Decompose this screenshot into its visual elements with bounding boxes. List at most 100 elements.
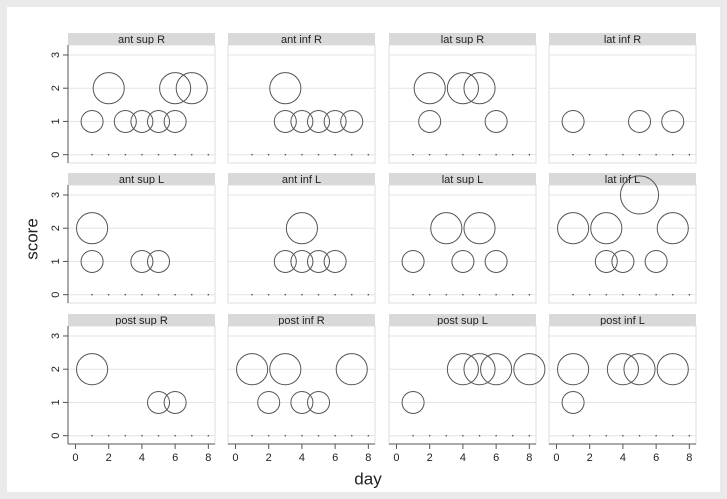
bubble [163, 390, 187, 414]
point [267, 293, 270, 296]
bubble [290, 249, 314, 273]
point [367, 434, 370, 437]
y-tick-label: 3 [50, 333, 62, 339]
x-tick-label: 4 [139, 452, 145, 464]
bubble [557, 212, 590, 245]
x-tick-label: 2 [266, 452, 272, 464]
point [207, 153, 210, 156]
panel-title: ant inf L [282, 174, 321, 186]
point [301, 293, 303, 296]
point [367, 293, 370, 296]
bubble [561, 109, 585, 133]
panel-title: ant inf R [281, 34, 322, 46]
point [350, 153, 353, 156]
bubble [446, 72, 479, 105]
bubble [590, 212, 623, 245]
point [334, 293, 336, 296]
point [157, 153, 160, 156]
bubble [561, 390, 585, 414]
point [334, 434, 336, 437]
point [528, 293, 531, 296]
bubble [257, 390, 281, 414]
point [350, 434, 353, 437]
point [207, 434, 210, 437]
strip [68, 33, 215, 45]
point [157, 293, 160, 296]
panel-title: post sup L [437, 315, 488, 327]
bubble [463, 353, 496, 386]
y-axis-title: score [22, 218, 41, 260]
bubble [401, 390, 425, 414]
point [428, 434, 431, 437]
point [688, 434, 691, 437]
point [317, 293, 320, 296]
point [528, 434, 531, 437]
x-axis-title: day [354, 469, 382, 488]
x-tick-label: 8 [526, 452, 532, 464]
bubble [307, 109, 331, 133]
point [301, 153, 303, 156]
bubble [340, 109, 364, 133]
point [655, 293, 657, 296]
point [284, 434, 287, 437]
bubble [307, 390, 331, 414]
point [462, 153, 464, 156]
bubble [413, 72, 446, 105]
point [605, 153, 608, 156]
bubble [644, 249, 668, 273]
panel-title: post inf R [278, 315, 325, 327]
point [91, 153, 93, 156]
panel [548, 44, 697, 164]
bubble [147, 390, 171, 414]
point [190, 293, 193, 296]
point [428, 293, 431, 296]
bubble [76, 353, 109, 386]
point [688, 293, 691, 296]
bubble [273, 109, 297, 133]
x-tick-label: 4 [620, 452, 626, 464]
bubble [163, 109, 187, 133]
strip [68, 173, 215, 185]
bubble [269, 72, 302, 105]
bubble [418, 109, 442, 133]
panel [227, 44, 376, 164]
y-tick-label: 1 [50, 118, 62, 124]
y-tick-label: 3 [50, 52, 62, 58]
point [445, 293, 448, 296]
bubble [557, 353, 590, 386]
strip [549, 314, 696, 326]
strip [68, 314, 215, 326]
point [367, 153, 370, 156]
bubble [307, 249, 331, 273]
bubble [236, 353, 269, 386]
bubble [484, 109, 508, 133]
strip [389, 173, 536, 185]
x-tick-label: 0 [553, 452, 559, 464]
bubble [446, 353, 479, 386]
y-tick-label: 3 [50, 192, 62, 198]
point [528, 153, 531, 156]
y-tick-label: 0 [50, 433, 62, 439]
panel-title: post inf L [600, 315, 645, 327]
point [124, 434, 127, 437]
point [284, 293, 287, 296]
point [478, 434, 481, 437]
bubble [656, 353, 689, 386]
point [267, 434, 270, 437]
bubble [463, 72, 496, 105]
x-tick-label: 4 [460, 452, 466, 464]
y-tick-label: 2 [50, 366, 62, 372]
point [495, 434, 497, 437]
bubble [147, 249, 171, 273]
point [462, 434, 464, 437]
bubble [80, 249, 104, 273]
point [688, 153, 691, 156]
point [334, 153, 336, 156]
bubble [285, 212, 318, 245]
strip [228, 173, 375, 185]
bubble [323, 249, 347, 273]
strip [389, 33, 536, 45]
bubble [513, 353, 546, 386]
bubble [113, 109, 137, 133]
bubble [130, 109, 154, 133]
